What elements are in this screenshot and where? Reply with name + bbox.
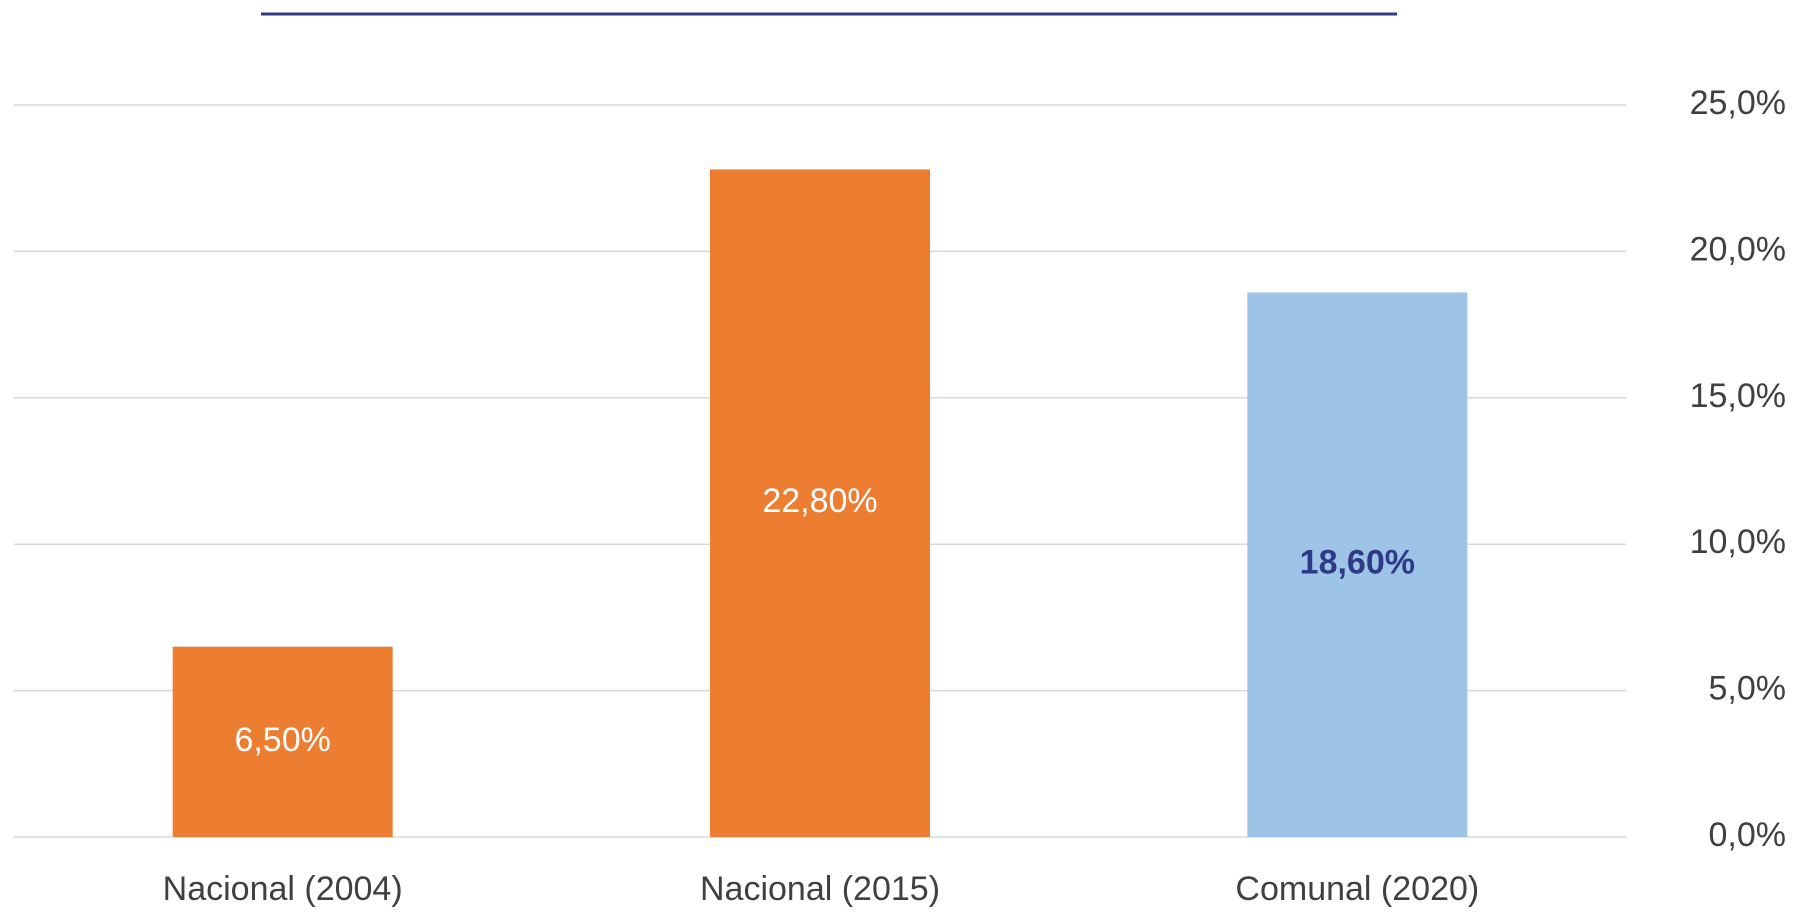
y-tick-label: 25,0%: [1690, 84, 1786, 122]
value-label: 18,60%: [1300, 544, 1415, 582]
y-tick-label: 5,0%: [1709, 670, 1787, 708]
value-label: 22,80%: [762, 482, 877, 520]
y-tick-label: 15,0%: [1690, 377, 1786, 415]
bar: [1247, 292, 1468, 838]
y-tick-label: 10,0%: [1690, 523, 1786, 561]
bar: [710, 169, 930, 837]
value-label: 6,50%: [234, 721, 330, 759]
bar: [172, 646, 393, 837]
x-tick-label: Nacional (2015): [700, 870, 940, 908]
x-tick-label: Nacional (2004): [163, 870, 403, 908]
x-tick-label: Comunal (2020): [1235, 870, 1479, 908]
y-tick-label: 0,0%: [1709, 816, 1787, 854]
y-tick-label: 20,0%: [1690, 230, 1786, 268]
